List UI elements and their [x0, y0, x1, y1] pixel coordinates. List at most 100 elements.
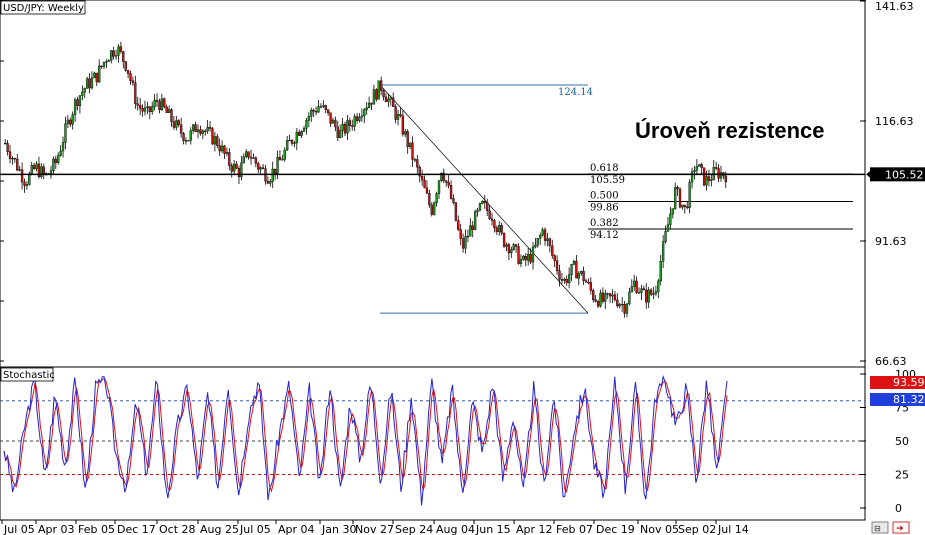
candle	[153, 94, 156, 111]
date-tick-label: Apr 03	[38, 523, 75, 535]
date-tick-label: Nov 27	[355, 523, 394, 535]
candle	[416, 155, 419, 174]
candle	[717, 163, 720, 183]
candle	[657, 278, 660, 299]
candle	[524, 253, 527, 267]
exit-icon-glyph: ➔	[896, 524, 904, 534]
candle	[661, 235, 665, 269]
candle	[375, 88, 378, 102]
candle	[466, 229, 470, 243]
candle	[572, 259, 576, 266]
candle	[269, 179, 272, 187]
date-tick-label: Aug 25	[200, 523, 239, 535]
candle	[461, 233, 465, 253]
candle	[151, 101, 154, 115]
candle	[363, 107, 366, 124]
candle	[95, 72, 98, 87]
candle	[310, 107, 313, 122]
candle	[189, 127, 192, 145]
candle	[565, 275, 568, 286]
date-tick-label: Jul 05	[3, 523, 35, 535]
candle	[551, 239, 554, 259]
price-tick-label: 116.63	[875, 115, 914, 128]
candle	[543, 227, 547, 246]
candle	[247, 151, 250, 160]
candle	[671, 208, 674, 219]
candle	[433, 201, 436, 216]
price-chart-title: USD/JPY: Weekly	[3, 3, 84, 14]
candlestick-series	[4, 41, 727, 318]
candle	[483, 194, 486, 209]
fib-trend-line	[379, 84, 589, 314]
candle	[628, 288, 631, 306]
candle	[286, 135, 289, 152]
candle	[584, 278, 588, 283]
price-pane	[0, 0, 866, 368]
candle	[640, 284, 643, 300]
candle	[611, 289, 614, 304]
candle	[90, 71, 94, 90]
candle	[592, 288, 595, 303]
candle	[411, 136, 414, 167]
candle	[57, 152, 60, 165]
candle	[498, 221, 501, 236]
candle	[698, 164, 701, 167]
candle	[85, 76, 89, 89]
candle	[339, 124, 342, 139]
candle	[208, 121, 212, 132]
candle	[647, 286, 650, 309]
candle	[351, 119, 354, 131]
candle	[8, 144, 12, 164]
candle	[331, 117, 335, 124]
candle	[621, 297, 624, 312]
candle	[141, 104, 144, 117]
candle	[360, 108, 364, 123]
stoch-signal-line	[3, 377, 728, 493]
candle	[613, 290, 617, 302]
candle	[266, 176, 270, 185]
candle	[298, 129, 301, 137]
candle	[42, 163, 45, 180]
candle	[319, 103, 323, 109]
candle	[235, 161, 238, 170]
candle	[527, 247, 530, 266]
candle	[307, 112, 311, 128]
candle	[136, 96, 139, 111]
candle	[4, 138, 7, 145]
candle	[257, 161, 260, 174]
candle	[223, 144, 226, 160]
candle	[587, 278, 590, 285]
candle	[69, 117, 72, 128]
candle	[117, 44, 120, 63]
candle	[570, 263, 573, 282]
candle	[32, 162, 36, 170]
candle	[167, 105, 171, 113]
candle	[334, 116, 337, 132]
candle	[654, 285, 658, 297]
candle	[52, 156, 55, 175]
candle	[459, 224, 462, 246]
candle	[317, 100, 320, 113]
candle	[254, 156, 258, 168]
current-price-label: 105.52	[885, 168, 924, 181]
candle	[575, 255, 578, 279]
candle	[59, 145, 62, 157]
candle	[649, 288, 653, 297]
scroll-icon[interactable]	[871, 521, 889, 534]
candle	[220, 140, 224, 154]
exit-icon[interactable]	[892, 521, 910, 534]
candle	[249, 149, 253, 165]
candle	[377, 80, 380, 100]
candle	[387, 93, 390, 108]
candle	[630, 279, 633, 293]
candle	[112, 46, 115, 60]
candle	[580, 270, 583, 276]
candle	[281, 154, 284, 161]
candle	[211, 126, 214, 146]
candle	[394, 104, 397, 124]
candle	[712, 160, 715, 181]
candle	[358, 113, 361, 123]
candle	[683, 204, 686, 214]
